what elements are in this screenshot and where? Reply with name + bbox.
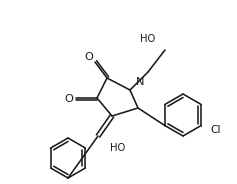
Text: HO: HO	[140, 34, 156, 44]
Text: O: O	[85, 52, 93, 62]
Text: O: O	[64, 94, 73, 104]
Text: HO: HO	[110, 143, 126, 153]
Text: N: N	[136, 77, 144, 87]
Text: Cl: Cl	[210, 125, 220, 135]
